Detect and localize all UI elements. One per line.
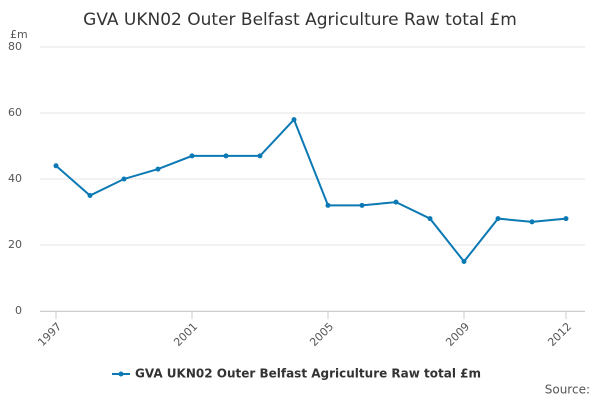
source: Source: — [545, 383, 590, 397]
point — [189, 153, 195, 159]
y-tick-label: 20 — [8, 238, 22, 251]
point — [359, 202, 365, 208]
point — [563, 216, 569, 222]
y-tick-label: 40 — [8, 172, 22, 185]
point — [121, 176, 127, 182]
point — [223, 153, 229, 159]
y-tick-label: 80 — [8, 40, 22, 53]
x-tick-label: 2012 — [545, 320, 574, 349]
y-tick-label: 60 — [8, 106, 22, 119]
x-tick-label: 2001 — [171, 320, 200, 349]
x-tick-label: 1997 — [35, 320, 64, 349]
point — [461, 259, 467, 264]
series-line — [55, 117, 567, 264]
legend-marker — [118, 371, 124, 377]
point — [257, 153, 263, 159]
point — [53, 163, 59, 169]
chart-title: GVA UKN02 Outer Belfast Agriculture Raw … — [83, 10, 517, 30]
y-unit: £m — [10, 28, 28, 41]
point — [155, 166, 161, 172]
point — [325, 202, 331, 208]
point — [529, 219, 535, 225]
point — [87, 193, 93, 198]
point — [427, 216, 433, 222]
point — [393, 199, 399, 205]
point — [495, 216, 501, 222]
x-tick-label: 2009 — [443, 320, 472, 349]
y-tick-label: 0 — [15, 304, 22, 317]
legend-label: GVA UKN02 Outer Belfast Agriculture Raw … — [135, 367, 481, 381]
x-tick-label: 2005 — [307, 320, 336, 349]
point — [291, 117, 297, 123]
